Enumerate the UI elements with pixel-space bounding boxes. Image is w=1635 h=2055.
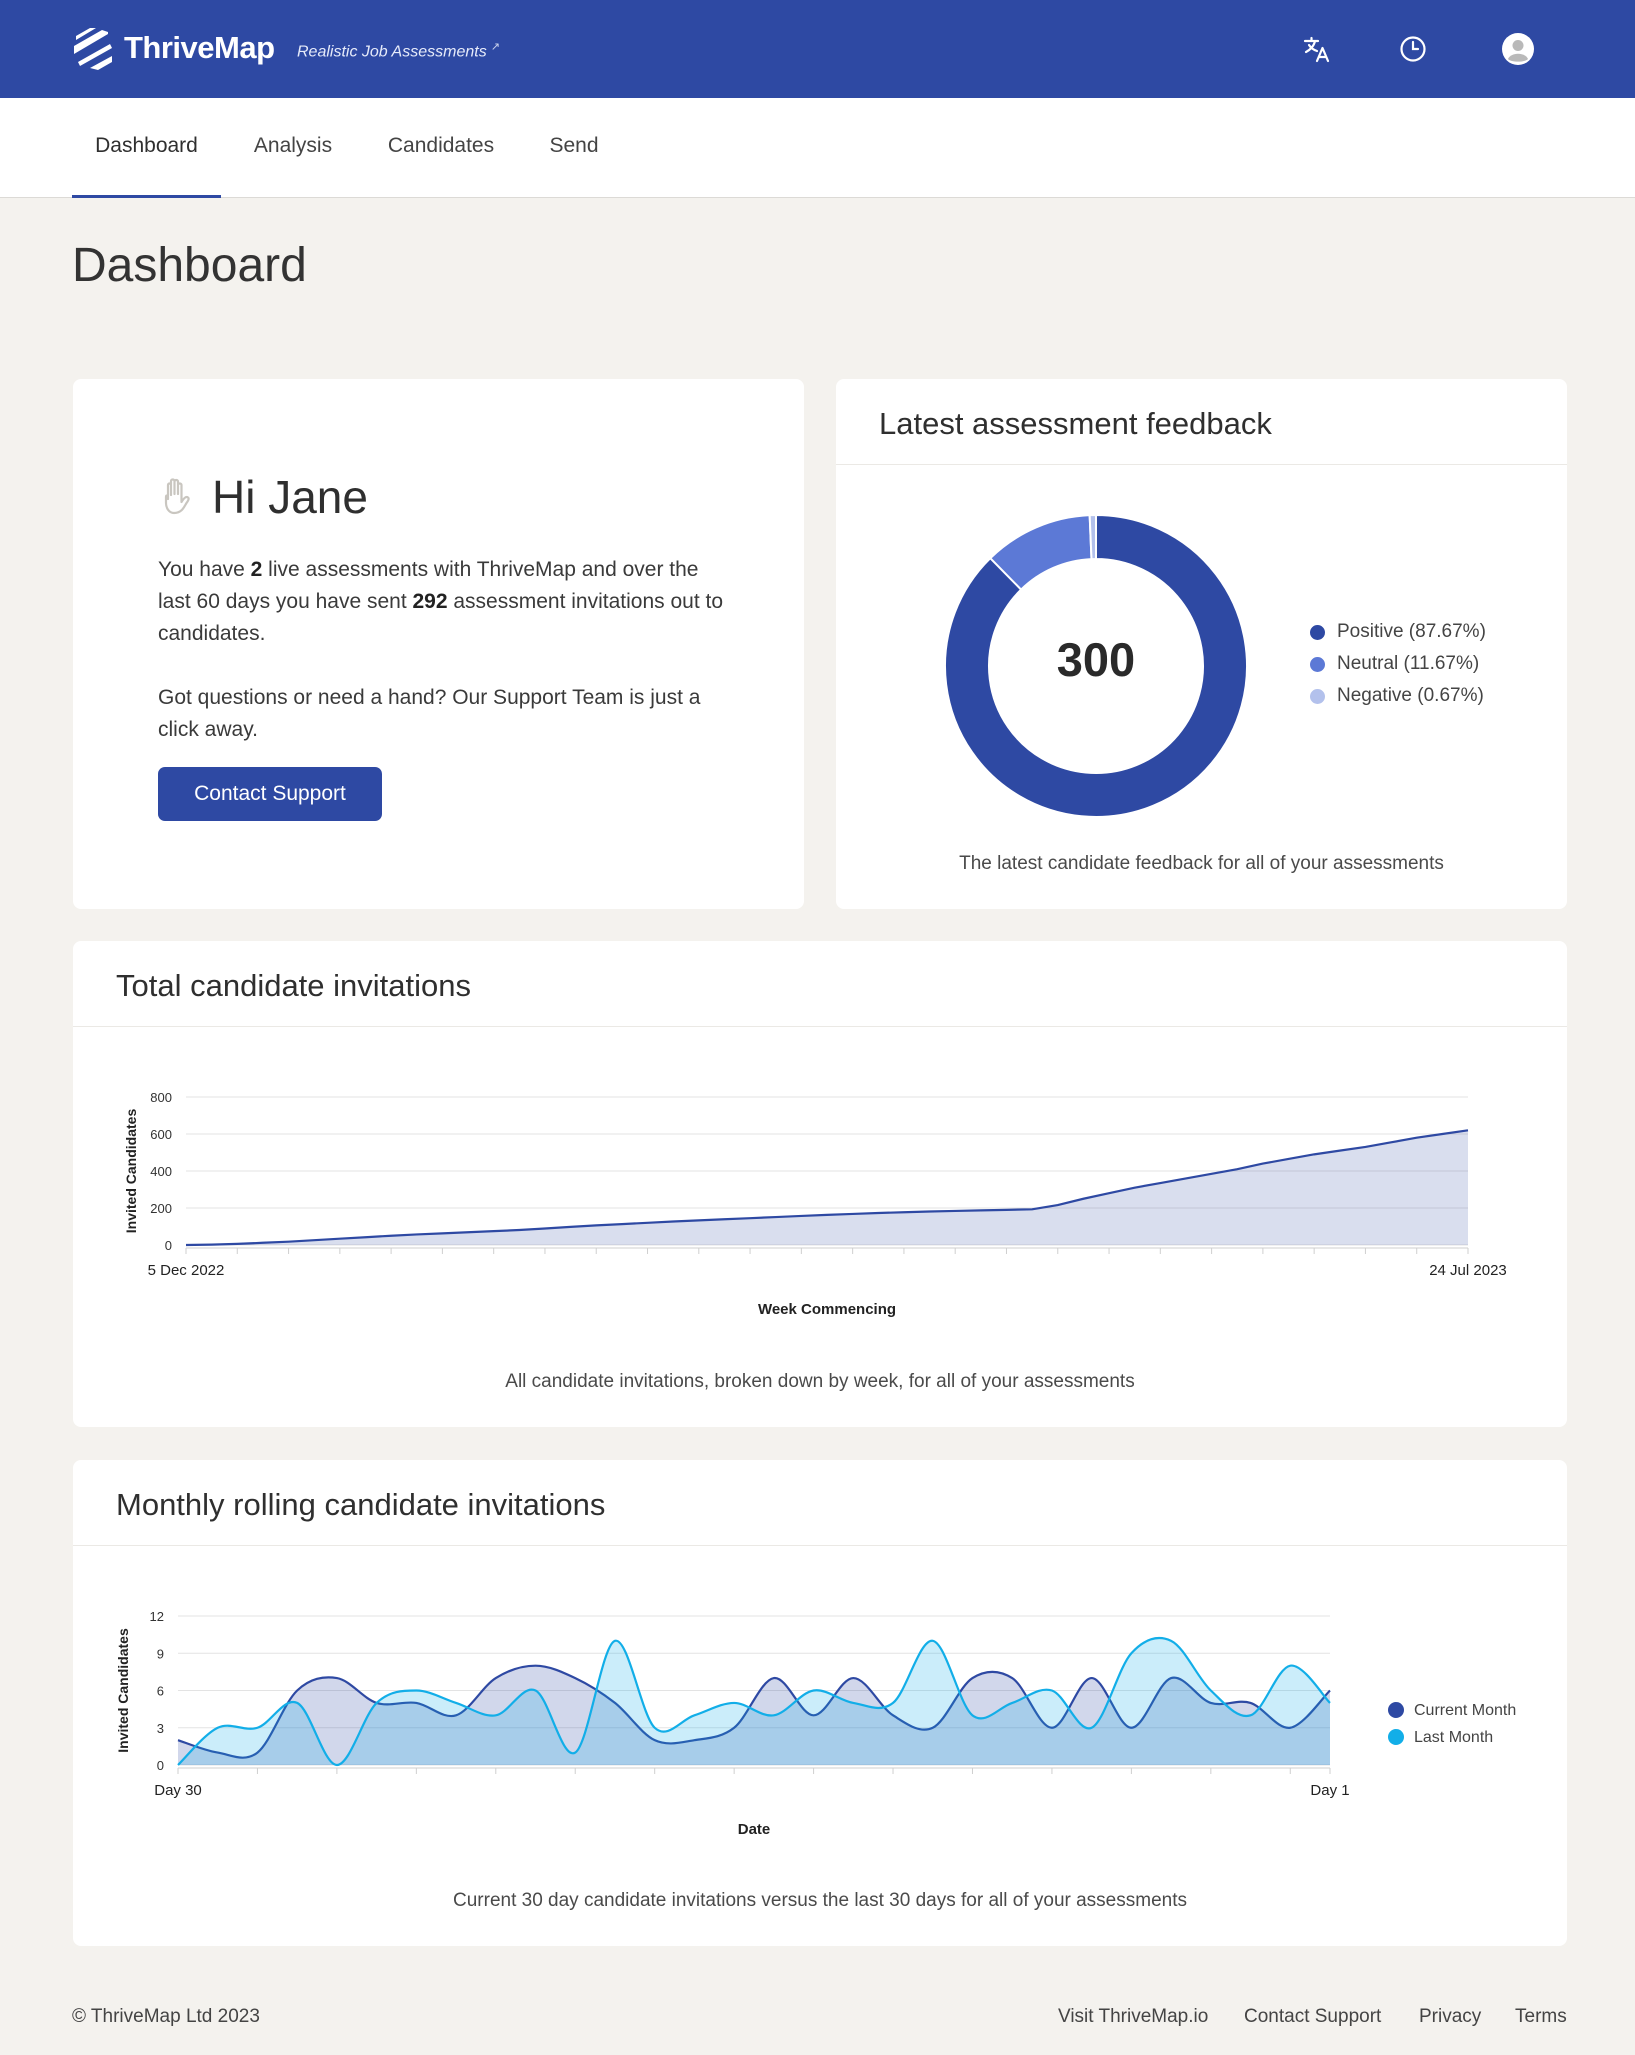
legend-label-1: Neutral (11.67%) (1337, 653, 1480, 674)
clock-icon (1400, 36, 1426, 62)
x-tick-label-start: 5 Dec 2022 (148, 1262, 225, 1279)
total-card-title: Total candidate invitations (116, 968, 472, 1003)
feedback-total: 300 (1056, 633, 1136, 686)
greeting: Hi Jane (158, 470, 368, 524)
legend-swatch-1 (1310, 656, 1325, 672)
footer-link-contact-support[interactable]: Contact Support (1244, 2006, 1382, 2027)
y-tick-label-1: 200 (150, 1201, 172, 1216)
tab-dashboard[interactable]: Dashboard (72, 98, 221, 198)
legend-swatch-0 (1310, 624, 1325, 640)
x-axis-title: Week Commencing (758, 1301, 896, 1318)
support-prompt: Got questions or need a hand? Our Suppor… (158, 686, 701, 741)
summary-text-2: live assessments with ThriveMap and over… (158, 558, 699, 613)
legend-item-1[interactable]: Neutral (11.67%) (1310, 653, 1479, 675)
legend-item-0[interactable]: Positive (87.67%) (1310, 621, 1486, 643)
y-tick-label-3: 600 (150, 1127, 172, 1142)
external-link-icon: ↗ (490, 41, 500, 53)
history-button[interactable] (1395, 31, 1431, 67)
main-nav: Dashboard Analysis Candidates Send (0, 98, 1635, 198)
donut-slice-0 (944, 513, 1248, 818)
feedback-caption: The latest candidate feedback for all of… (959, 853, 1444, 874)
avatar-icon (1502, 33, 1534, 65)
y-tick-label-2: 400 (150, 1164, 172, 1179)
y-tick-label-0: 0 (165, 1238, 172, 1253)
live-assessment-count: 2 (250, 558, 263, 581)
rolling-card-header: Monthly rolling candidate invitations (73, 1460, 1567, 1546)
legend-label-0: Positive (87.67%) (1337, 621, 1486, 642)
y-axis-title: Invited Candidates (115, 1628, 131, 1753)
footer-link-privacy[interactable]: Privacy (1419, 2006, 1482, 2027)
tagline-text: Realistic Job Assessments (297, 43, 487, 61)
y-tick-label-2: 6 (157, 1684, 164, 1699)
series-line-0 (185, 1129, 1469, 1247)
y-tick-label-3: 9 (157, 1646, 164, 1661)
tab-analysis[interactable]: Analysis (253, 134, 333, 157)
brand-name: ThriveMap (124, 30, 275, 65)
footer-link-terms[interactable]: Terms (1515, 2006, 1567, 2027)
y-tick-label-1: 3 (157, 1721, 164, 1736)
legend-swatch-1 (1388, 1729, 1404, 1745)
tagline-link[interactable]: Realistic Job Assessments ↗ (297, 40, 500, 61)
thrivemap-logo-icon (74, 28, 112, 70)
x-tick-label-start: Day 30 (154, 1782, 202, 1799)
series-area-0 (178, 1665, 1330, 1765)
language-button[interactable] (1299, 31, 1335, 67)
top-bar: ThriveMap Realistic Job Assessments ↗ (0, 0, 1635, 98)
footer-link-visit[interactable]: Visit ThriveMap.io (1058, 2006, 1209, 2027)
y-tick-label-4: 800 (150, 1090, 172, 1105)
tab-send[interactable]: Send (549, 134, 599, 157)
donut-slice-2 (1088, 513, 1097, 561)
rolling-card-title: Monthly rolling candidate invitations (116, 1487, 606, 1522)
user-menu-button[interactable] (1500, 31, 1536, 67)
brand-logo[interactable]: ThriveMap (72, 26, 275, 70)
x-tick-label-end: 24 Jul 2023 (1429, 1262, 1507, 1279)
y-tick-label-0: 0 (157, 1758, 164, 1773)
feedback-donut-chart (944, 513, 1248, 818)
invitation-count: 292 (412, 590, 448, 613)
rolling-caption: Current 30 day candidate invitations ver… (453, 1890, 1187, 1911)
total-invitations-chart: 0 200 400 600 800 5 Dec 2022 24 Jul 2023 Week C… (123, 1090, 1507, 1318)
series-line-1 (177, 1637, 1331, 1767)
legend-swatch-2 (1310, 688, 1325, 704)
total-invitations-card: Total candidate invitations All candidat… (73, 941, 1567, 1427)
page-title: Dashboard (72, 239, 307, 292)
legend-label-0[interactable]: Current Month (1414, 1702, 1516, 1719)
total-card-header: Total candidate invitations (73, 941, 1567, 1027)
feedback-card-header: Latest assessment feedback (836, 379, 1567, 465)
welcome-summary: You have 2 live assessments with ThriveM… (158, 554, 728, 650)
legend-item-2[interactable]: Negative (0.67%) (1310, 685, 1484, 707)
x-tick-label-end: Day 1 (1310, 1782, 1349, 1799)
x-axis-title: Date (738, 1821, 771, 1838)
translate-icon (1303, 36, 1330, 63)
rolling-invitations-chart: 0 3 6 9 12 Day 30 Day 1 Date Invited Candidates C… (115, 1609, 1516, 1838)
y-tick-label-4: 12 (150, 1609, 164, 1624)
y-axis-title: Invited Candidates (123, 1109, 139, 1234)
series-area-1 (178, 1638, 1330, 1765)
tab-candidates[interactable]: Candidates (387, 134, 495, 157)
summary-text-1: You have (158, 558, 251, 581)
waving-hand-icon (164, 478, 190, 515)
summary-text-3: assessment invitations out to candidates… (158, 590, 724, 645)
contact-support-button[interactable]: Contact Support (158, 767, 382, 821)
footer-copyright: © ThriveMap Ltd 2023 (72, 2006, 260, 2027)
legend-label-2: Negative (0.67%) (1337, 685, 1484, 706)
series-area-0 (186, 1130, 1468, 1245)
legend-label-1[interactable]: Last Month (1414, 1729, 1493, 1746)
feedback-card-title: Latest assessment feedback (879, 406, 1272, 441)
greeting-text: Hi Jane (212, 471, 368, 523)
total-caption: All candidate invitations, broken down b… (505, 1371, 1135, 1392)
legend-swatch-0 (1388, 1702, 1404, 1718)
